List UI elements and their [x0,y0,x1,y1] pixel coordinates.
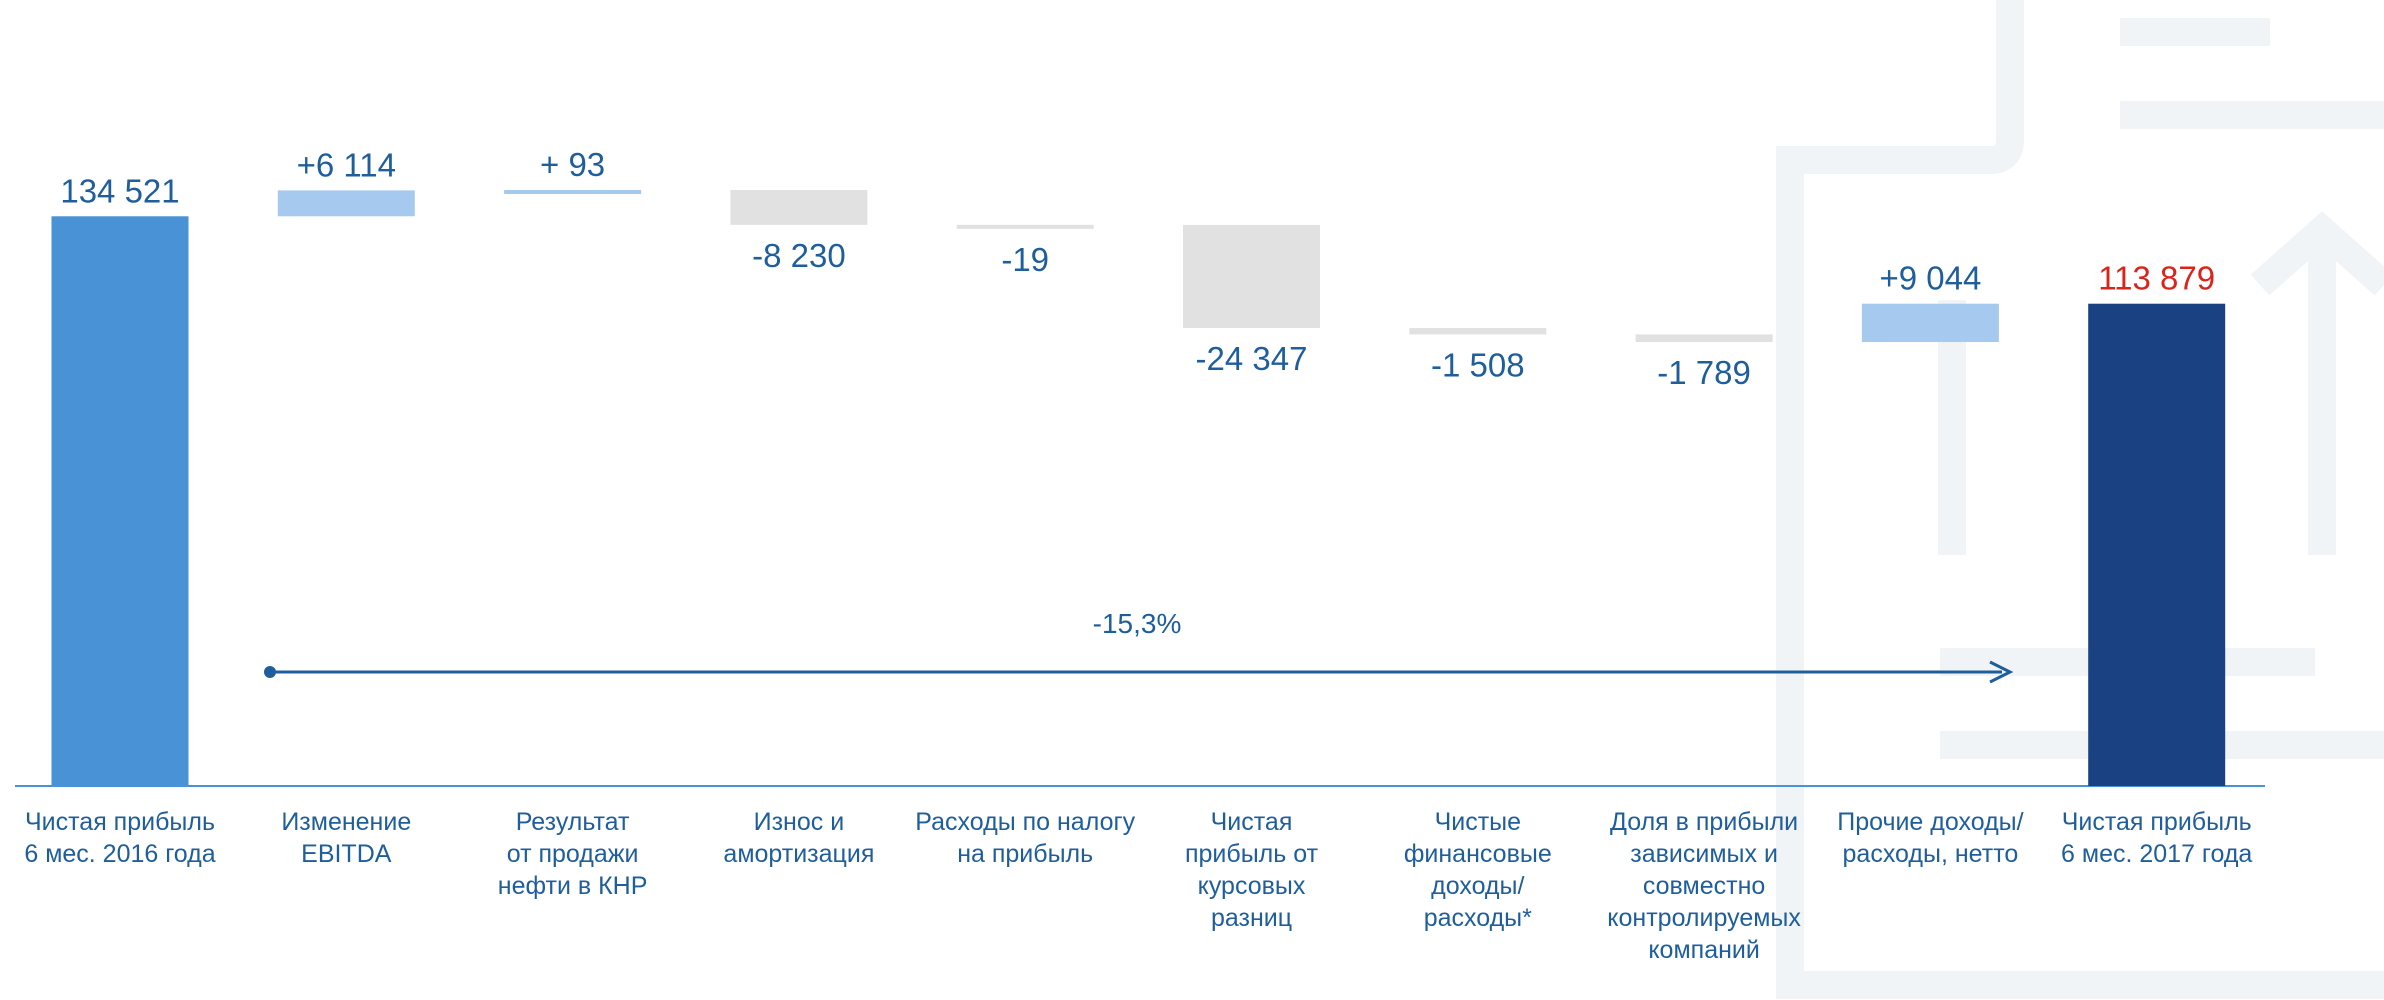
value-label: -8 230 [752,237,846,274]
x-tick-label: расходы* [1424,904,1532,932]
x-tick-label: Чистые [1435,808,1521,836]
value-label: +9 044 [1879,260,1981,297]
x-tick-label: EBITDA [301,840,392,868]
x-tick-label: на прибыль [957,840,1093,868]
x-tick-label: Чистая прибыль [25,808,215,836]
value-label: -24 347 [1196,340,1308,377]
bar [956,224,1094,229]
x-tick-label: 6 мес. 2016 года [24,840,215,868]
x-tick-label: Чистая [1211,808,1293,836]
value-label: 113 879 [2098,260,2215,297]
bar [730,190,868,225]
x-tick-label: Расходы по налогу [915,808,1135,836]
x-tick-label: от продажи [507,840,639,868]
x-tick-label: Результат [516,808,630,836]
value-label: +6 114 [297,146,396,183]
bar [1409,328,1547,335]
x-tick-label: курсовых [1198,872,1306,900]
bar [277,190,415,217]
x-tick-label: Износ и [754,808,845,836]
x-tick-label: Доля в прибыли [1610,808,1798,836]
value-label: -19 [1001,241,1049,278]
value-label: -1 508 [1431,346,1525,383]
x-tick-label: контролируемых [1607,904,1801,932]
x-tick-label: разниц [1211,904,1292,932]
x-tick-label: амортизация [723,840,874,868]
x-tick-label: Чистая прибыль [2062,808,2252,836]
bar [1183,224,1320,329]
bar [504,190,642,194]
value-label: -1 789 [1657,354,1751,391]
bar [51,216,189,787]
x-tick-label: Прочие доходы/ [1837,808,2023,836]
value-label: + 93 [540,146,605,183]
value-label: 134 521 [60,172,179,209]
annotation: -15,3% [1093,608,1182,639]
bar [1635,334,1773,343]
x-tick-label: прибыль от [1185,840,1319,868]
x-tick-label: Изменение [281,808,411,836]
x-tick-label: нефти в КНР [498,872,648,900]
x-tick-label: компаний [1648,936,1760,964]
arrow-start [264,666,276,678]
bar [1861,303,1999,343]
x-tick-label: зависимых и [1630,840,1778,868]
x-tick-label: совместно [1643,872,1765,900]
x-tick-label: финансовые [1404,840,1552,868]
x-tick-label: доходы/ [1431,872,1524,900]
x-tick-label: 6 мес. 2017 года [2061,840,2252,868]
x-tick-label: расходы, нетто [1843,840,2019,868]
arrow-head [1989,660,2014,684]
bar [2088,303,2226,786]
background-icon [1776,0,2384,999]
